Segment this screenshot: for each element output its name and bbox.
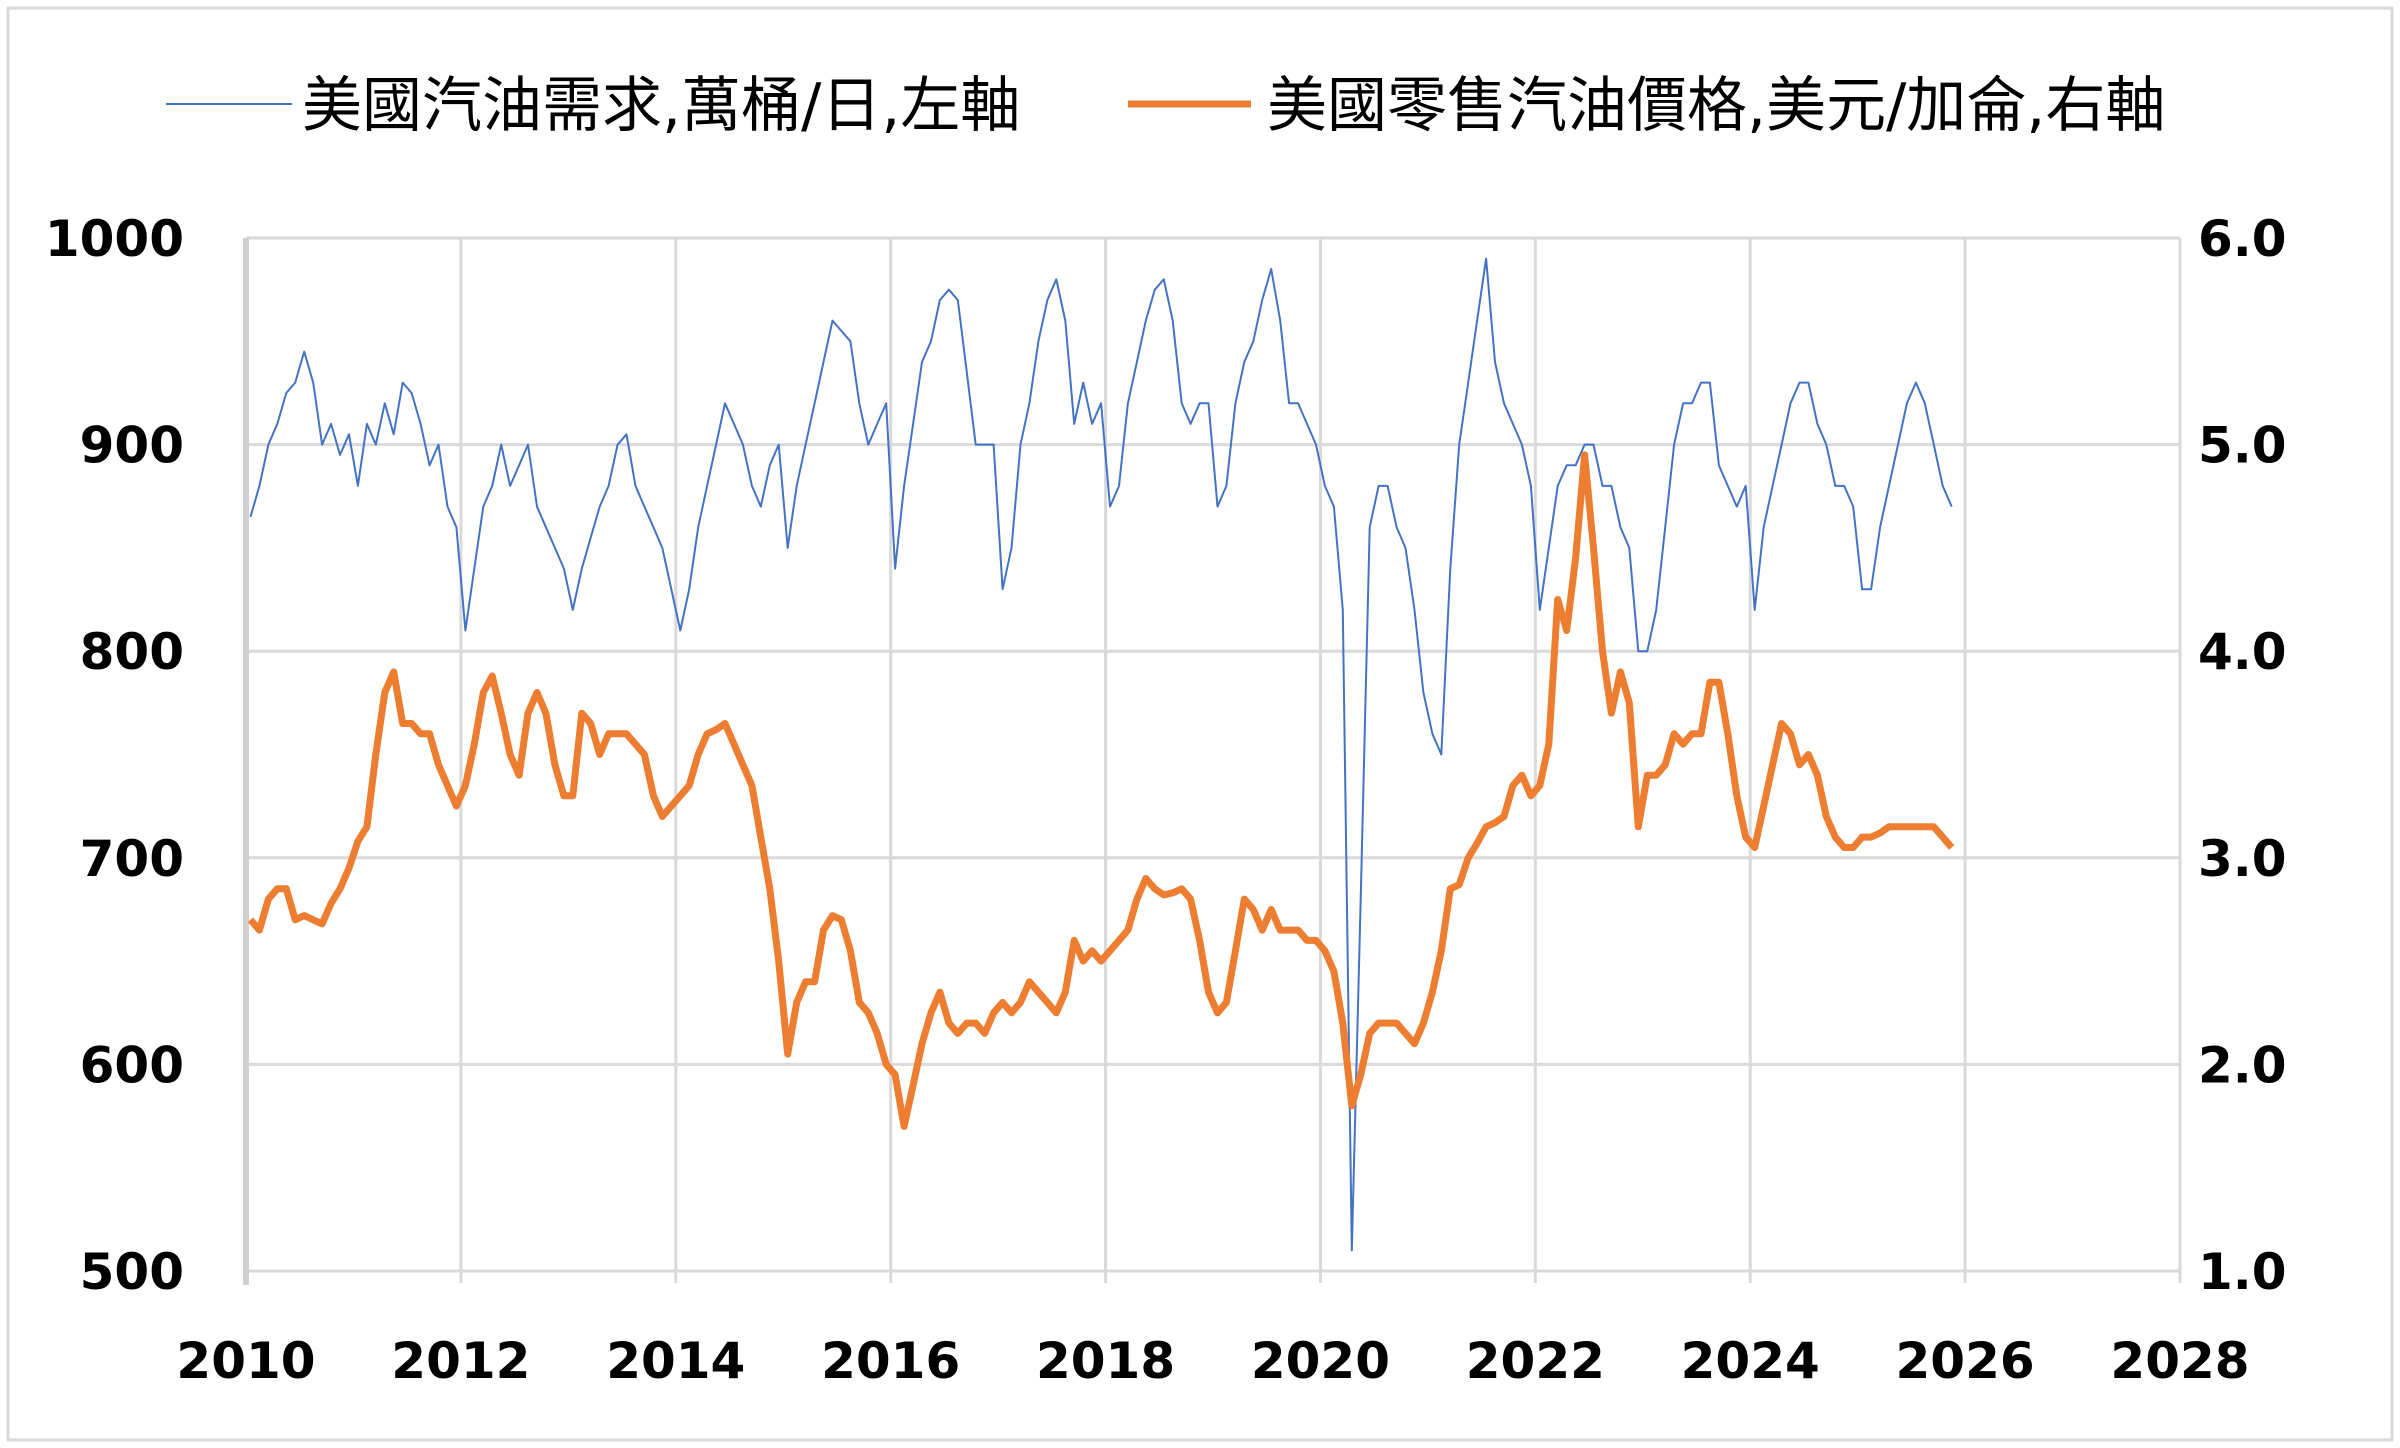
x-tick-label: 2018 xyxy=(1036,1332,1175,1390)
legend: 美國汽油需求,萬桶/日,左軸 美國零售汽油價格,美元/加侖,右軸 xyxy=(166,71,2165,141)
x-tick-label: 2014 xyxy=(606,1332,745,1390)
y-left-tick-label: 700 xyxy=(80,830,184,888)
x-tick-label: 2020 xyxy=(1251,1332,1390,1390)
legend-label-demand: 美國汽油需求,萬桶/日,左軸 xyxy=(302,71,1020,141)
chart-frame xyxy=(6,6,2394,1442)
y-right-tick-label: 3.0 xyxy=(2198,830,2287,888)
x-tick-label: 2016 xyxy=(821,1332,960,1390)
legend-label-price: 美國零售汽油價格,美元/加侖,右軸 xyxy=(1267,71,2165,141)
x-tick-label: 2024 xyxy=(1681,1332,1820,1390)
x-tick-label: 2026 xyxy=(1896,1332,2035,1390)
y-right-tick-label: 2.0 xyxy=(2198,1036,2287,1094)
y-right-tick-label: 4.0 xyxy=(2198,623,2287,681)
series-lines xyxy=(247,257,1955,1252)
y-left-tick-label: 900 xyxy=(80,417,184,475)
y-left-tick-label: 1000 xyxy=(45,210,184,268)
y-right-tick-label: 6.0 xyxy=(2198,210,2287,268)
y-right-tick-label: 1.0 xyxy=(2198,1243,2287,1301)
tick-labels: 1000 900 800 700 600 500 6.0 5.0 4.0 3.0 2.0 1.0 201… xyxy=(45,210,2287,1390)
x-tick-label: 2010 xyxy=(176,1332,315,1390)
gridlines xyxy=(243,236,2182,1285)
x-tick-label: 2022 xyxy=(1466,1332,1605,1390)
x-tick-label: 2028 xyxy=(2110,1332,2249,1390)
y-left-tick-label: 600 xyxy=(80,1036,184,1094)
y-left-tick-label: 500 xyxy=(80,1243,184,1301)
y-left-tick-label: 800 xyxy=(80,623,184,681)
x-tick-label: 2012 xyxy=(391,1332,530,1390)
y-right-tick-label: 5.0 xyxy=(2198,417,2287,475)
